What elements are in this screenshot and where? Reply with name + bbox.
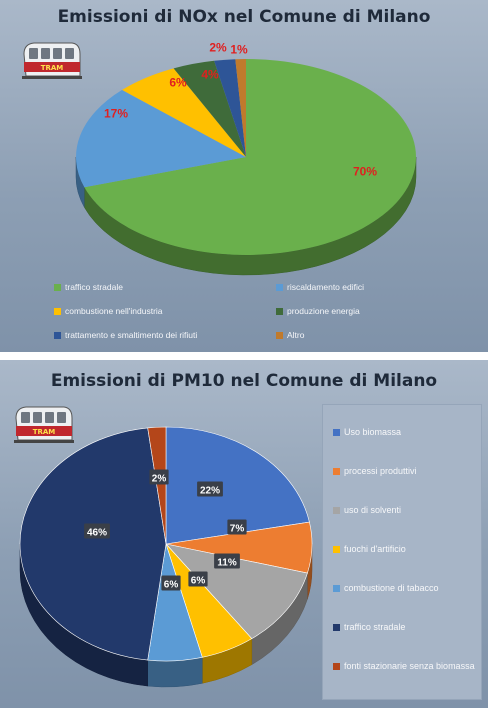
legend-swatch: [333, 467, 340, 475]
pm10-pie-side: [19, 543, 313, 688]
nox-label-altro: 1%: [230, 43, 248, 57]
legend-swatch: [276, 283, 283, 291]
nox-legend-item-combustione-nell-industria: combustione nell'industria: [54, 306, 163, 316]
legend-swatch: [54, 307, 61, 315]
svg-text:70%: 70%: [353, 165, 377, 179]
pm10-legend-item-uso-di-solventi: uso di solventi: [333, 505, 401, 515]
nox-slice-combustione-nell-industria: [122, 68, 246, 157]
pm10-slice-traffico-stradale: [19, 427, 167, 661]
nox-slice-riscaldamento-edifici: [76, 89, 247, 188]
svg-text:1%: 1%: [230, 43, 248, 57]
nox-legend-item-altro: Altro: [276, 330, 304, 340]
svg-text:11%: 11%: [217, 558, 237, 569]
nox-label-produzione-energia: 4%: [201, 68, 219, 82]
legend-swatch: [333, 545, 340, 553]
pm10-chart-title: Emissioni di PM10 nel Comune di Milano: [50, 371, 438, 391]
svg-text:TRAM: TRAM: [41, 64, 64, 72]
legend-swatch: [333, 584, 340, 592]
nox-pie-top: [76, 59, 417, 255]
svg-text:7%: 7%: [230, 524, 245, 535]
legend-label: trattamento e smaltimento dei rifiuti: [65, 330, 198, 340]
svg-text:6%: 6%: [164, 580, 179, 591]
nox-chart-title: Emissioni di NOx nel Comune di Milano: [57, 7, 431, 27]
legend-swatch: [333, 506, 340, 514]
legend-label: Altro: [287, 330, 305, 340]
pm10-legend-item-fonti-stazionarie-senza-biomassa: fonti stazionarie senza biomassa: [333, 661, 475, 671]
pm10-label-processi-produttivi: 7%: [227, 519, 247, 535]
nox-legend: traffico stradale riscaldamento edifici co…: [0, 0, 488, 352]
legend-swatch: [333, 662, 340, 670]
pm10-legend-item-uso-biomassa: Uso biomassa: [333, 427, 401, 437]
pm10-side-combustione-di-tabacco: [147, 657, 203, 688]
legend-label: combustione nell'industria: [65, 306, 163, 316]
pm10-legend-item-processi-produttivi: processi produttivi: [333, 466, 417, 476]
pm10-slice-uso-biomassa: [165, 426, 310, 545]
nox-slice-trattamento-e-smaltimento-dei-rifiuti: [214, 59, 246, 157]
nox-legend-item-riscaldamento-edifici: riscaldamento edifici: [276, 282, 364, 292]
nox-slice-altro: [235, 59, 246, 157]
svg-text:6%: 6%: [191, 576, 206, 587]
svg-text:17%: 17%: [104, 107, 128, 121]
nox-chart-panel: Emissioni di NOx nel Comune di Milano 70…: [0, 0, 488, 352]
pm10-legend: Uso biomassa processi produttivi uso di so…: [322, 404, 482, 700]
legend-label: fonti stazionarie senza biomassa: [344, 661, 475, 671]
pm10-chart-panel: Emissioni di PM10 nel Comune di Milano 2…: [0, 360, 488, 708]
nox-label-traffico-stradale: 70%: [353, 165, 377, 179]
pm10-label-combustione-di-tabacco: 6%: [161, 575, 181, 591]
pm10-slice-fonti-stazionarie-senza-biomassa: [147, 426, 167, 545]
svg-text:TRAM: TRAM: [33, 428, 56, 436]
pm10-legend-item-fuochi-d-artificio: fuochi d'artificio: [333, 544, 406, 554]
legend-label: riscaldamento edifici: [287, 282, 365, 292]
pm10-label-traffico-stradale: 46%: [84, 523, 110, 539]
nox-label-trattamento-e-smaltimento-dei-rifiuti: 2%: [209, 41, 227, 55]
svg-text:2%: 2%: [152, 474, 167, 485]
legend-label: traffico stradale: [65, 282, 123, 292]
legend-swatch: [54, 331, 61, 339]
legend-label: Uso biomassa: [344, 427, 402, 437]
legend-label: traffico stradale: [344, 622, 406, 632]
pm10-pie-chart: 22% 7% 11% 6% 6% 46% 2% TRAM: [14, 406, 313, 688]
svg-text:2%: 2%: [209, 41, 227, 55]
legend-swatch: [333, 623, 340, 631]
tram-logo-bottom: TRAM: [14, 406, 74, 443]
nox-slice-traffico-stradale: [84, 59, 417, 255]
svg-text:6%: 6%: [169, 76, 187, 90]
nox-pie-chart: 70% 17% 6% 4% 2% 1% TRAM: [22, 41, 417, 276]
legend-label: uso di solventi: [344, 505, 402, 515]
pm10-pie-top: [19, 426, 313, 662]
legend-swatch: [276, 331, 283, 339]
legend-swatch: [54, 283, 61, 291]
nox-slice-produzione-energia: [173, 60, 246, 157]
nox-legend-item-produzione-energia: produzione energia: [276, 306, 360, 316]
pm10-label-fuochi-d-artificio: 6%: [188, 571, 208, 587]
nox-legend-item-traffico-stradale: traffico stradale: [54, 282, 123, 292]
pm10-legend-item-combustione-di-tabacco: combustione di tabacco: [333, 583, 439, 593]
legend-label: combustione di tabacco: [344, 583, 439, 593]
nox-label-combustione-nell-industria: 6%: [169, 76, 187, 90]
nox-label-riscaldamento-edifici: 17%: [104, 107, 128, 121]
svg-text:4%: 4%: [201, 68, 219, 82]
pm10-slice-uso-di-solventi: [165, 543, 308, 640]
pm10-label-uso-di-solventi: 11%: [214, 553, 240, 569]
tram-logo-top: TRAM: [22, 42, 82, 79]
svg-text:22%: 22%: [200, 486, 220, 497]
pm10-legend-item-traffico-stradale: traffico stradale: [333, 622, 405, 632]
legend-label: processi produttivi: [344, 466, 417, 476]
svg-text:46%: 46%: [87, 528, 107, 539]
legend-label: fuochi d'artificio: [344, 544, 406, 554]
pm10-label-fonti-stazionarie-senza-biomassa: 2%: [149, 469, 169, 485]
legend-label: produzione energia: [287, 306, 360, 316]
legend-swatch: [333, 428, 340, 436]
pm10-label-uso-biomassa: 22%: [197, 481, 223, 497]
legend-swatch: [276, 307, 283, 315]
nox-legend-item-trattamento-e-smaltimento-dei-rifiuti: trattamento e smaltimento dei rifiuti: [54, 330, 197, 340]
